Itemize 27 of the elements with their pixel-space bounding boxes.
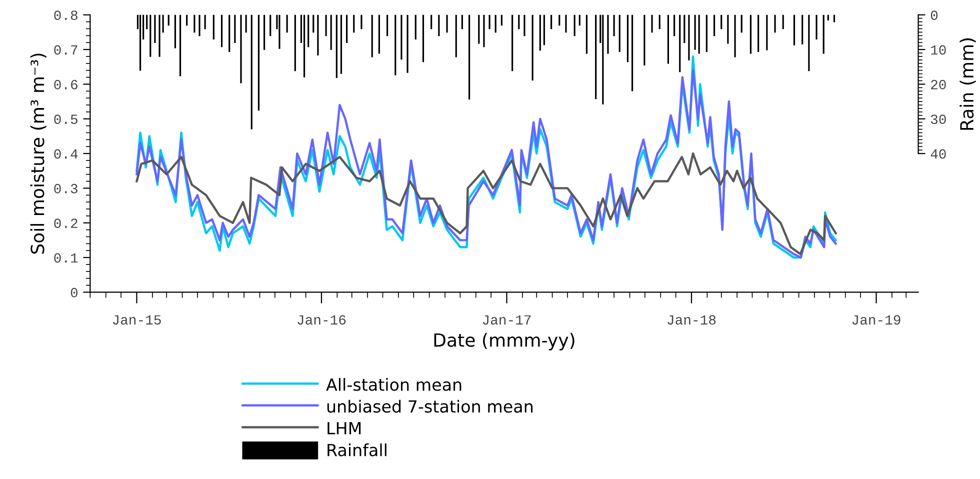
x-tick-label: Jan-16 xyxy=(298,315,346,325)
x-tick-label: Jan-18 xyxy=(668,315,716,325)
legend-label: LHM xyxy=(328,422,361,434)
y2-tick-label: 10 xyxy=(931,45,946,55)
x-axis-title: Date (mmm-yy) xyxy=(434,332,574,350)
x-tick-label: Jan-15 xyxy=(112,315,161,325)
y2-tick-label: 0 xyxy=(930,10,938,20)
y-tick-label: 0.1 xyxy=(54,253,78,263)
y2-tick-label: 40 xyxy=(930,149,946,159)
y-tick-label: 0.5 xyxy=(54,114,78,124)
y-tick-label: 0.7 xyxy=(54,45,78,55)
y2-tick-label: 30 xyxy=(930,114,946,124)
x-tick-label: Jan-19 xyxy=(852,315,900,325)
legend-label: unbiased 7-station mean xyxy=(327,400,532,413)
y-tick-label: 0.8 xyxy=(54,10,78,20)
y-tick-label: 0.6 xyxy=(54,80,78,90)
line-series xyxy=(136,152,837,256)
y-tick-label: 0 xyxy=(70,288,78,298)
y2-tick-label: 20 xyxy=(931,80,946,90)
legend-label: All-station mean xyxy=(326,378,462,391)
y-tick-label: 0.4 xyxy=(54,149,78,159)
legend-label: Rainfall xyxy=(328,443,386,456)
y-tick-label: 0.3 xyxy=(54,184,78,194)
y-tick-label: 0.2 xyxy=(54,218,78,228)
y2-axis-title: Rain (mm) xyxy=(960,38,976,130)
y-axis-title: Soil moisture (m³ m⁻³) xyxy=(30,54,46,254)
x-tick-label: Jan-17 xyxy=(482,315,531,325)
